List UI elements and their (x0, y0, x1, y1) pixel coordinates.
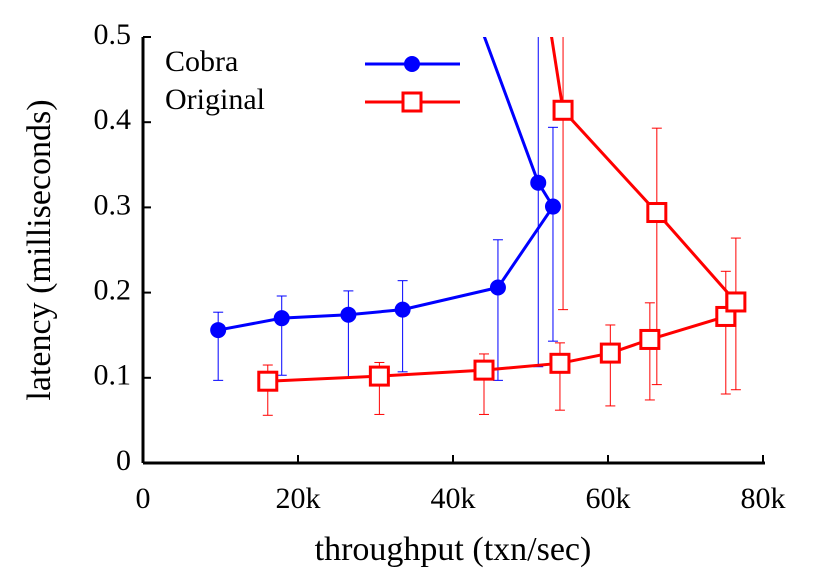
x-tick-label: 0 (136, 482, 151, 515)
point (639, 328, 661, 350)
point (257, 370, 279, 392)
point (340, 306, 357, 323)
point (489, 279, 506, 296)
point (549, 352, 571, 374)
x-tick-label: 20k (276, 482, 321, 515)
point (368, 365, 390, 387)
x-tick-label: 80k (741, 482, 786, 515)
x-tick-label: 60k (586, 482, 631, 515)
series-line (217, 37, 555, 332)
plot-area (210, 37, 747, 416)
x-axis-label: throughput (txn/sec) (315, 531, 592, 568)
legend-marker (401, 91, 423, 113)
y-tick-label: 0.5 (94, 18, 132, 51)
point (473, 359, 495, 381)
point (530, 174, 547, 191)
point (725, 291, 747, 313)
point (646, 202, 668, 224)
y-tick-label: 0 (116, 444, 131, 477)
y-axis-label: latency (milliseconds) (21, 99, 58, 400)
legend-marker (404, 56, 420, 72)
y-tick-label: 0.3 (94, 188, 132, 221)
legend-label: Original (165, 83, 265, 116)
point (273, 310, 290, 327)
x-tick-label: 40k (431, 482, 476, 515)
y-tick-label: 0.4 (94, 103, 132, 136)
point (599, 342, 621, 364)
y-tick-label: 0.2 (94, 273, 132, 306)
point (544, 198, 561, 215)
legend-label: Cobra (165, 45, 238, 78)
series-line (267, 37, 738, 383)
point (210, 322, 227, 339)
y-tick-label: 0.1 (94, 359, 132, 392)
point (552, 99, 574, 121)
point (394, 301, 411, 318)
